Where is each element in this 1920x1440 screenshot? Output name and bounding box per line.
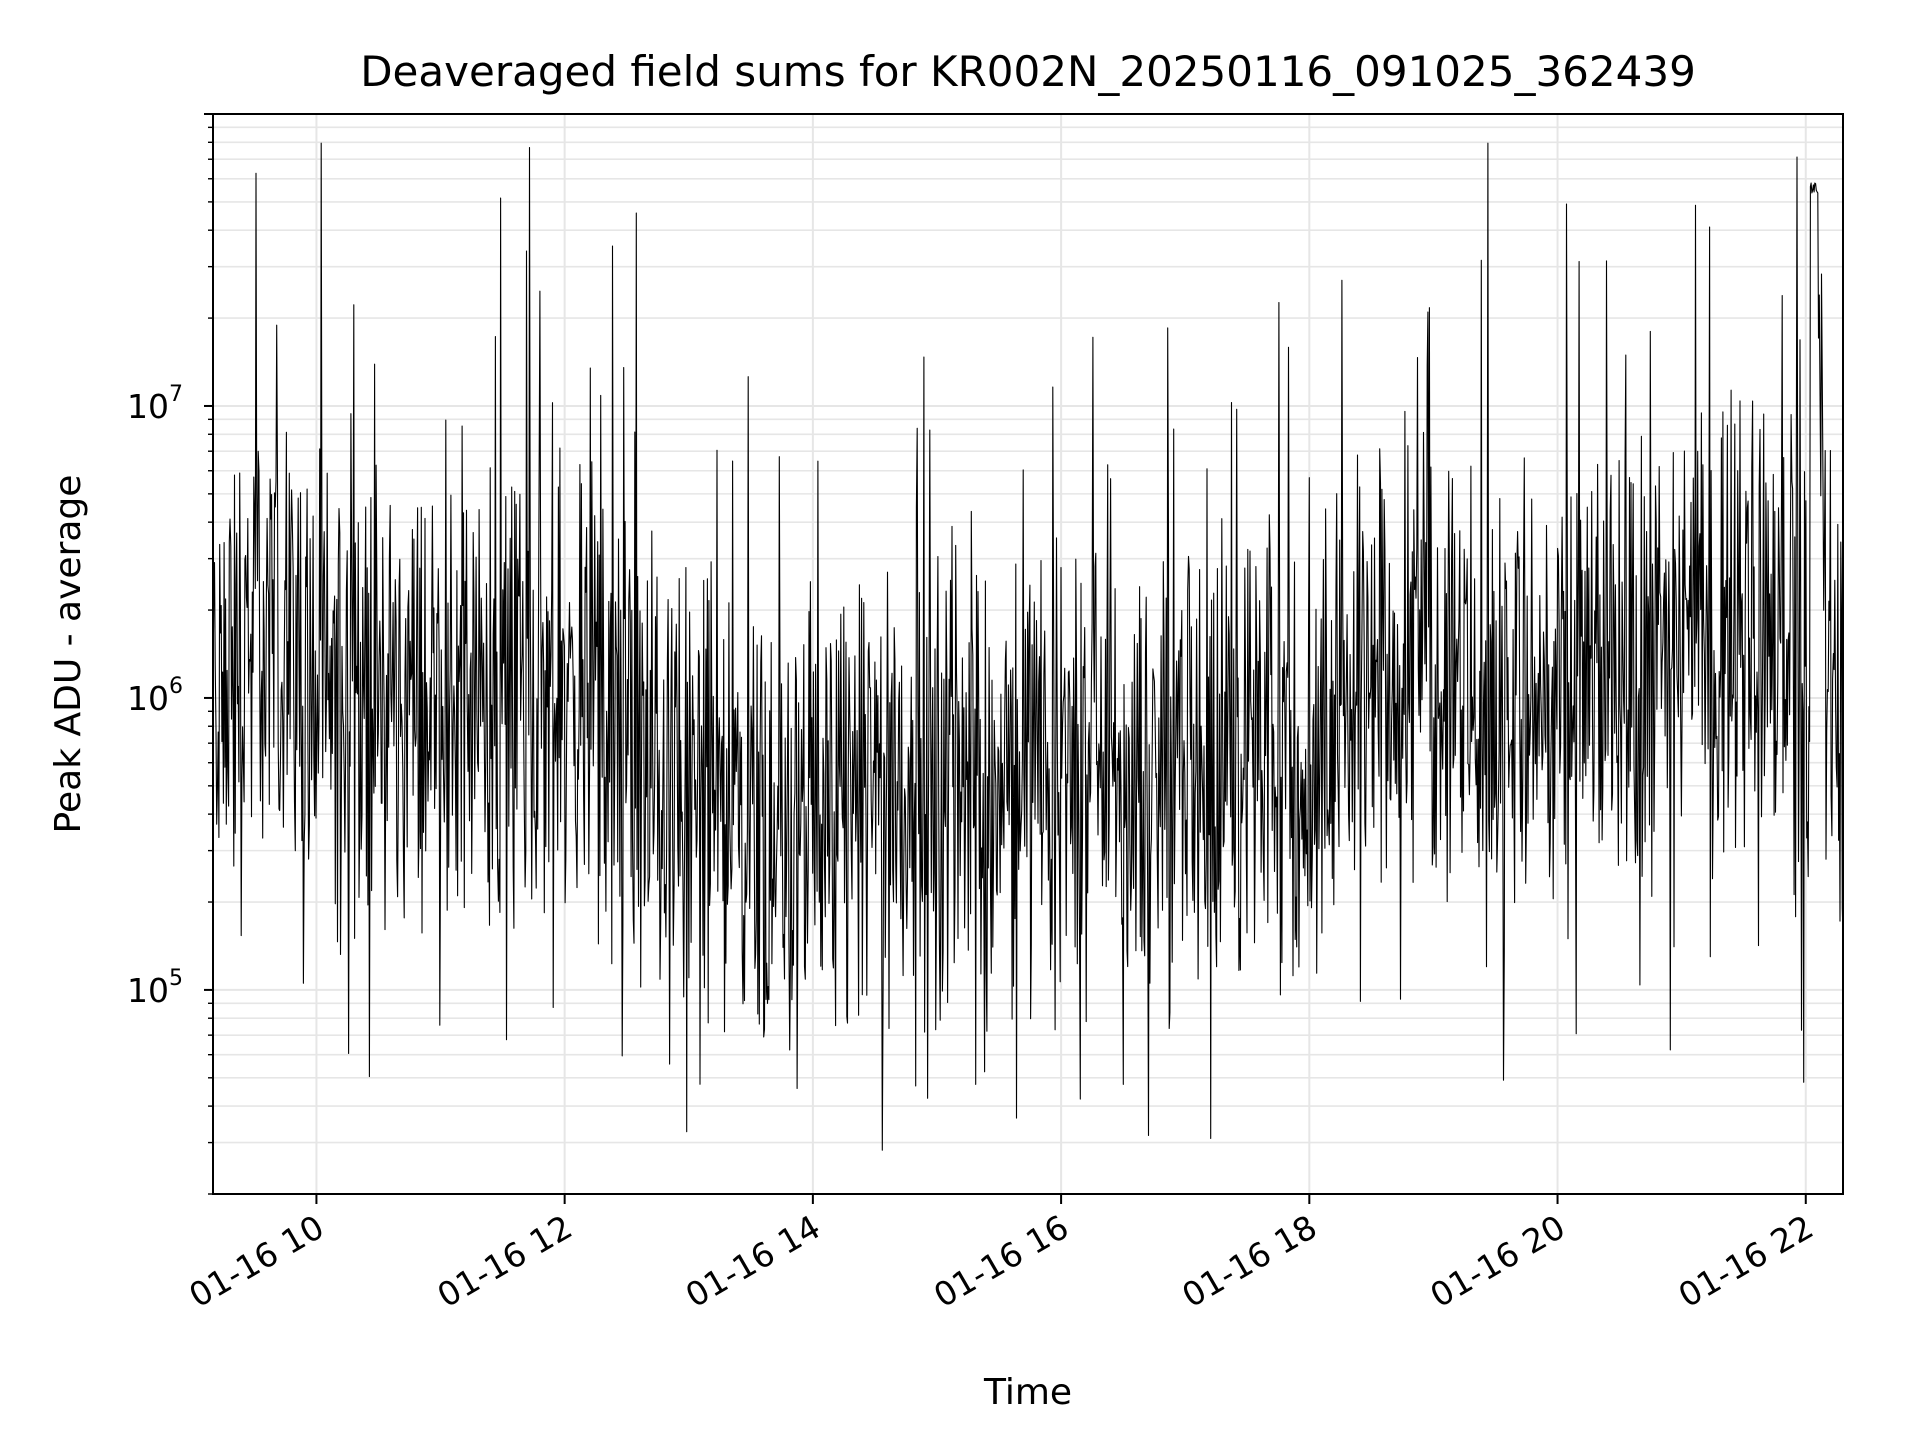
series-area bbox=[212, 142, 1844, 1151]
y-tick-base: 10 bbox=[127, 971, 169, 1010]
y-tick-label: 107 bbox=[127, 382, 183, 426]
series-line bbox=[212, 142, 1844, 1151]
x-axis-label: Time bbox=[983, 1372, 1072, 1413]
y-tick-exponent: 5 bbox=[169, 966, 183, 991]
plot-frame bbox=[212, 113, 1844, 1195]
y-tick-exponent: 6 bbox=[169, 674, 183, 699]
y-tick-base: 10 bbox=[127, 387, 169, 426]
chart-title: Deaveraged field sums for KR002N_2025011… bbox=[360, 47, 1696, 96]
y-tick-exponent: 7 bbox=[169, 382, 183, 407]
y-tick-label: 106 bbox=[127, 674, 183, 718]
y-tick-base: 10 bbox=[127, 679, 169, 718]
y-tick-label: 105 bbox=[127, 966, 183, 1010]
y-axis-label: Peak ADU - average bbox=[48, 475, 89, 834]
